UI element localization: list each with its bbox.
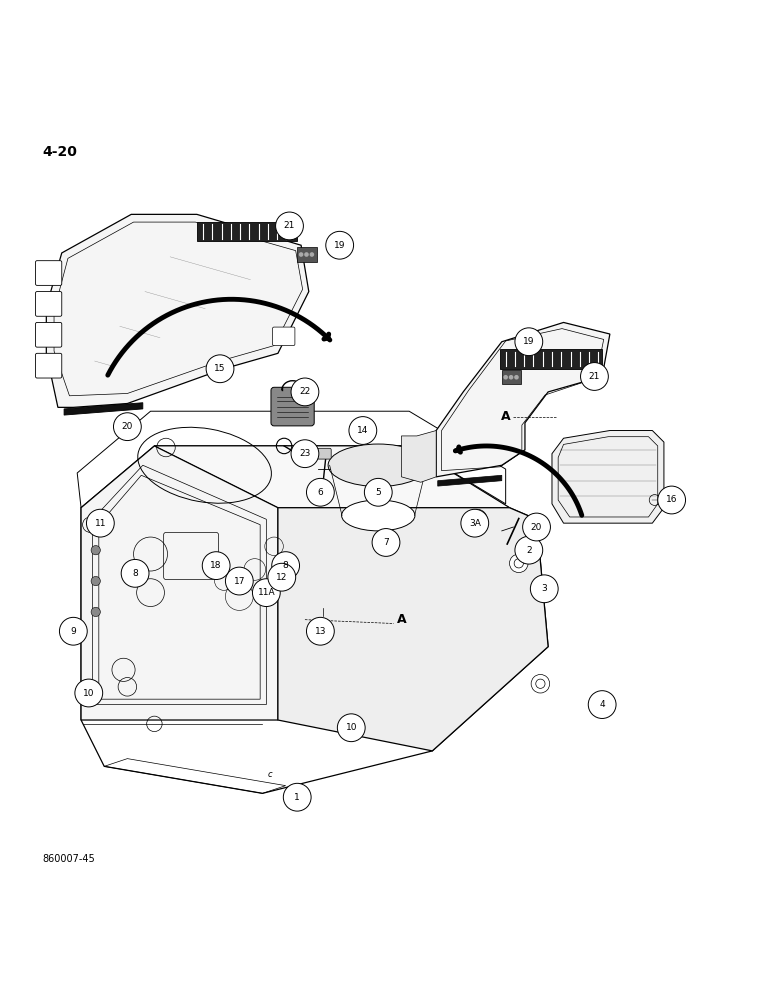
Circle shape [658,486,686,514]
Polygon shape [401,431,436,482]
Text: 7: 7 [383,538,389,547]
Polygon shape [438,475,502,486]
Text: 4-20: 4-20 [42,145,77,159]
Text: 19: 19 [523,337,534,346]
Text: 4: 4 [599,700,605,709]
Text: 13: 13 [315,627,326,636]
Circle shape [337,714,365,742]
Circle shape [304,252,309,257]
Text: 8: 8 [132,569,138,578]
Polygon shape [297,247,317,262]
Circle shape [86,509,114,537]
Circle shape [530,575,558,603]
FancyBboxPatch shape [36,261,62,285]
Circle shape [299,252,303,257]
Circle shape [514,375,519,380]
Text: A: A [501,410,510,423]
Circle shape [310,252,314,257]
Text: 23: 23 [300,449,310,458]
Circle shape [291,440,319,468]
Polygon shape [81,446,278,720]
Circle shape [283,783,311,811]
Circle shape [206,355,234,383]
Ellipse shape [341,500,415,531]
Circle shape [272,552,300,580]
Text: 3A: 3A [469,519,481,528]
Circle shape [467,509,487,529]
FancyBboxPatch shape [317,448,331,459]
Text: 19: 19 [334,241,345,250]
Ellipse shape [328,444,428,486]
Text: 860007-45: 860007-45 [42,854,95,864]
Text: 5: 5 [375,488,381,497]
Circle shape [510,554,528,573]
Circle shape [581,363,608,390]
Circle shape [91,546,100,555]
Text: A: A [397,613,406,626]
Text: 11: 11 [95,519,106,528]
Circle shape [276,212,303,240]
Circle shape [515,536,543,564]
Circle shape [202,552,230,580]
FancyBboxPatch shape [271,387,314,426]
Polygon shape [278,508,548,751]
Polygon shape [197,222,297,241]
Circle shape [121,559,149,587]
Circle shape [59,617,87,645]
Polygon shape [154,446,510,508]
FancyBboxPatch shape [273,327,295,346]
Circle shape [503,375,508,380]
Circle shape [461,509,489,537]
Text: 18: 18 [211,561,222,570]
Circle shape [225,567,253,595]
Circle shape [91,607,100,617]
Text: 8: 8 [283,561,289,570]
Circle shape [268,563,296,591]
Text: 12: 12 [276,573,287,582]
Polygon shape [436,322,610,477]
Circle shape [326,231,354,259]
Circle shape [531,674,550,693]
Circle shape [291,378,319,406]
Text: 21: 21 [284,221,295,230]
FancyBboxPatch shape [36,353,62,378]
Text: 10: 10 [346,723,357,732]
Circle shape [306,617,334,645]
Text: c: c [268,770,273,779]
Circle shape [588,691,616,718]
Text: 16: 16 [666,495,677,504]
Text: 15: 15 [215,364,225,373]
Polygon shape [552,431,664,523]
Text: 21: 21 [589,372,600,381]
Circle shape [75,679,103,707]
Polygon shape [500,349,602,369]
Text: 9: 9 [70,627,76,636]
FancyBboxPatch shape [36,292,62,316]
Polygon shape [64,403,143,415]
Circle shape [364,478,392,506]
Circle shape [349,417,377,444]
Text: 22: 22 [300,387,310,396]
Polygon shape [46,214,309,407]
Text: 14: 14 [357,426,368,435]
Circle shape [306,478,334,506]
FancyBboxPatch shape [36,322,62,347]
Text: 17: 17 [234,577,245,586]
Text: 3: 3 [541,584,547,593]
Circle shape [523,513,550,541]
Text: 20: 20 [531,523,542,532]
Circle shape [91,576,100,586]
Text: 2: 2 [526,546,532,555]
Text: 11A: 11A [258,588,275,597]
Circle shape [252,579,280,607]
Circle shape [509,375,513,380]
Circle shape [113,413,141,441]
Text: 1: 1 [294,793,300,802]
Text: 10: 10 [83,688,94,698]
Circle shape [372,529,400,556]
Polygon shape [502,370,521,384]
Text: 20: 20 [122,422,133,431]
Text: 6: 6 [317,488,323,497]
Circle shape [515,328,543,356]
